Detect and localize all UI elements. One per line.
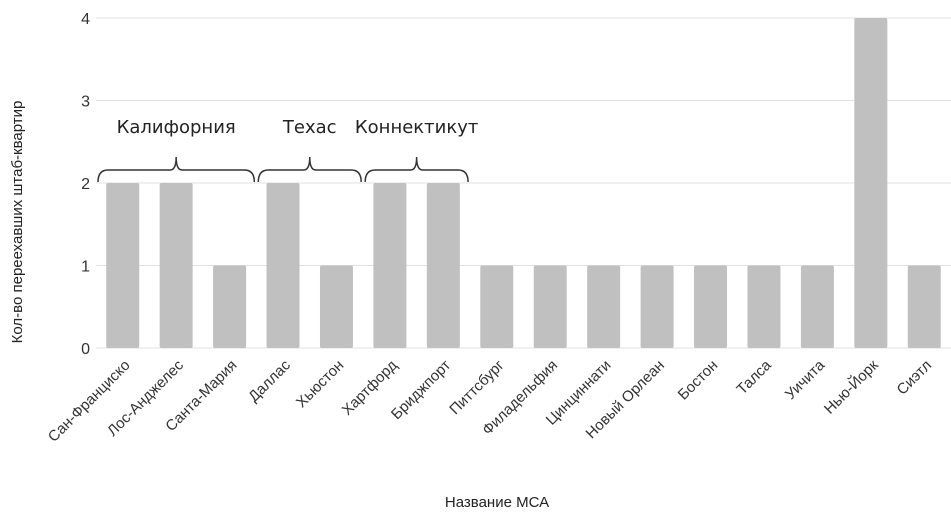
x-tick-label: Хьюстон	[293, 357, 347, 411]
y-tick-label: 4	[81, 11, 90, 28]
bar	[907, 265, 941, 348]
bar	[694, 265, 728, 348]
group-brackets: Калифорния Техас Коннектикут	[97, 117, 478, 183]
bar	[587, 265, 621, 348]
y-tick-labels: 0 1 2 3 4	[81, 11, 90, 358]
bar	[373, 183, 407, 348]
y-tick-label: 2	[81, 176, 90, 193]
y-tick-label: 3	[81, 94, 90, 111]
x-tick-label: Даллас	[245, 356, 294, 405]
bars	[106, 18, 941, 348]
bar	[800, 265, 834, 348]
bar	[213, 265, 247, 348]
x-tick-label: Талса	[733, 356, 775, 398]
group-label: Калифорния	[117, 117, 236, 138]
x-tick-label: Бостон	[675, 357, 722, 404]
group-bracket	[364, 156, 469, 183]
y-tick-label: 0	[81, 341, 90, 358]
bar	[640, 265, 674, 348]
bar	[319, 265, 353, 348]
bar	[266, 183, 300, 348]
x-axis-label: Название МСА	[445, 494, 549, 511]
group-label: Техас	[282, 117, 337, 138]
bar	[747, 265, 781, 348]
y-tick-label: 1	[81, 259, 90, 276]
group-bracket	[257, 156, 362, 183]
x-tick-label: Сиэтл	[894, 357, 936, 399]
bar	[854, 18, 888, 348]
bar	[159, 183, 193, 348]
group-label: Коннектикут	[355, 117, 478, 138]
y-axis-label: Кол-во переехавших штаб-квартир	[9, 101, 26, 344]
x-tick-label: Уичита	[782, 356, 829, 403]
group-bracket	[97, 156, 256, 183]
x-tick-label: Нью-Йорк	[820, 356, 882, 418]
bar	[106, 183, 140, 348]
bar	[426, 183, 460, 348]
bar	[533, 265, 567, 348]
bar	[480, 265, 514, 348]
